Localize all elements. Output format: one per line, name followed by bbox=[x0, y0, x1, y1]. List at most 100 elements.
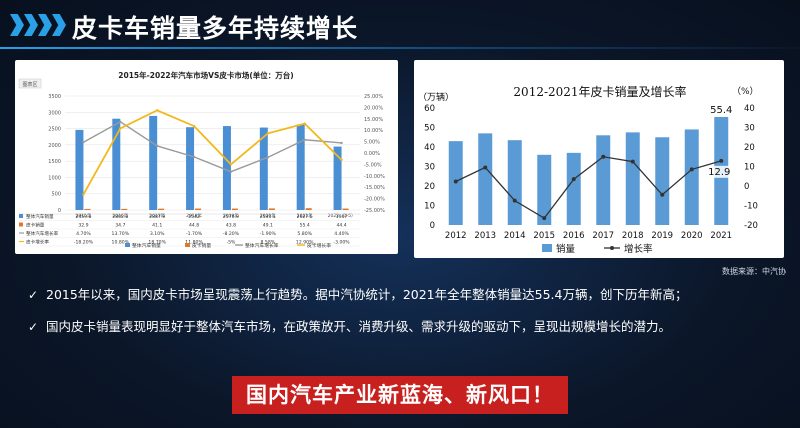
bar-pickup-sales bbox=[342, 208, 349, 210]
table-row-label: 皮卡销量 bbox=[26, 222, 45, 229]
legend-label: 销量 bbox=[556, 243, 576, 255]
y-right-tick-label: 5.00% bbox=[364, 140, 380, 146]
bar-pickup-sales bbox=[158, 208, 165, 210]
line-point bbox=[571, 177, 576, 182]
line-point bbox=[483, 165, 488, 170]
y-left-tick-label: 50 bbox=[424, 124, 435, 134]
table-cell: -1.70% bbox=[186, 231, 203, 237]
bar-pickup-sales bbox=[507, 140, 522, 225]
line-point bbox=[630, 159, 635, 164]
x-tick-label: 2021年 bbox=[297, 212, 313, 219]
line-point bbox=[512, 198, 517, 203]
y-left-tick-label: 2500 bbox=[48, 127, 61, 133]
y-right-tick-label: 0.00% bbox=[364, 151, 380, 157]
table-cell: 41.1 bbox=[152, 223, 162, 229]
bar-car-sales bbox=[75, 129, 84, 210]
table-cell: 4.70% bbox=[76, 231, 91, 237]
line-point bbox=[719, 158, 724, 163]
line-point bbox=[689, 167, 694, 172]
y-left-tick-label: 0 bbox=[430, 221, 435, 231]
table-cell: 10.80% bbox=[112, 240, 130, 246]
table-cell: 2459.8 bbox=[75, 214, 91, 220]
title-underline bbox=[0, 47, 800, 49]
bar-car-sales bbox=[222, 126, 231, 210]
table-cell: 49.1 bbox=[263, 223, 273, 229]
y-right-tick-label: 20.00% bbox=[364, 105, 383, 111]
table-cell: 2542 bbox=[188, 214, 200, 220]
bar-car-sales bbox=[296, 124, 305, 210]
x-tick-label: 2015 bbox=[533, 231, 555, 241]
table-cell: 44.8 bbox=[189, 223, 199, 229]
bar-car-sales bbox=[149, 115, 158, 210]
table-cell: -8.20% bbox=[223, 231, 240, 237]
table-cell: 13.70% bbox=[112, 231, 130, 237]
bar-car-sales bbox=[259, 127, 268, 210]
line-point bbox=[303, 138, 306, 141]
table-row-label: 整体汽车销量 bbox=[26, 213, 54, 220]
bar-pickup-sales bbox=[121, 208, 128, 210]
table-cell: 43.8 bbox=[226, 223, 236, 229]
y-right-tick-label: 0 bbox=[744, 182, 749, 192]
line-point bbox=[601, 154, 606, 159]
y-right-tick-label: 15.00% bbox=[364, 117, 383, 123]
line-point bbox=[82, 141, 85, 144]
y-left-tick-label: 1000 bbox=[48, 175, 61, 181]
line-point bbox=[453, 179, 458, 184]
legend-swatch bbox=[610, 246, 614, 250]
bar-pickup-sales bbox=[655, 137, 670, 225]
table-cell: -18.20% bbox=[74, 240, 94, 246]
bar-pickup-sales bbox=[566, 152, 581, 225]
table-cell: 5.80% bbox=[297, 231, 312, 237]
chevron-icon bbox=[10, 14, 24, 36]
line-pickup-growth bbox=[82, 109, 343, 195]
line-point bbox=[340, 158, 343, 162]
line-point bbox=[266, 132, 270, 135]
line-pickup-growth bbox=[455, 156, 722, 220]
table-cell: 11.80% bbox=[185, 240, 203, 246]
table-cell: 55.4 bbox=[300, 223, 310, 229]
line-point bbox=[155, 109, 159, 112]
x-tick-label: 2016 bbox=[563, 231, 585, 241]
y-right-tick-label: -25.00% bbox=[364, 208, 385, 214]
legend-label: 整体汽车增长率 bbox=[245, 242, 279, 249]
y-left-tick-label: 1500 bbox=[48, 159, 61, 165]
x-tick-label: 2018 bbox=[622, 231, 644, 241]
legend-swatch bbox=[125, 243, 130, 247]
x-tick-label: 2020 bbox=[681, 231, 703, 241]
chevron-icon bbox=[38, 14, 52, 36]
bar-pickup-sales bbox=[537, 154, 552, 225]
bar-car-sales bbox=[186, 127, 195, 210]
bar-pickup-sales bbox=[231, 208, 238, 210]
line-point bbox=[192, 155, 196, 159]
table-cell: 12.90% bbox=[296, 240, 314, 246]
bullet-text: 2015年以来，国内皮卡市场呈现震荡上行趋势。据中汽协统计，2021年全年整体销… bbox=[46, 287, 688, 302]
bullet-text: 国内皮卡销量表现明显好于整体汽车市场，在政策放开、消费升级、需求升级的驱动下，呈… bbox=[46, 319, 672, 334]
legend-swatch bbox=[185, 243, 190, 247]
chevron-icon bbox=[24, 14, 38, 36]
bar-pickup-sales bbox=[684, 129, 699, 225]
line-point bbox=[660, 192, 665, 197]
page-title: 皮卡车销量多年持续增长 bbox=[72, 14, 359, 43]
chart-area-tag-box bbox=[18, 78, 42, 89]
legend-label: 皮卡销量 bbox=[192, 242, 211, 249]
y-right-tick-label: -10 bbox=[744, 202, 758, 212]
y-right-axis-label: （%） bbox=[732, 86, 759, 97]
y-right-tick-label: 20 bbox=[744, 143, 755, 153]
legend-label: 整体汽车销量 bbox=[132, 242, 161, 249]
y-left-tick-label: 20 bbox=[424, 182, 435, 192]
chart-left-panel: 2015年-2022年汽车市场VS皮卡市场(单位：万台) 图表区 0 500 1000 1… bbox=[15, 60, 398, 254]
y-right-tick-label: 40 bbox=[744, 104, 755, 114]
check-icon: ✓ bbox=[28, 320, 39, 334]
bar-pickup-sales bbox=[305, 208, 312, 210]
bullet-item: ✓ 2015年以来，国内皮卡市场呈现震荡上行趋势。据中汽协统计，2021年全年整… bbox=[28, 286, 788, 304]
chart-area-tag: 图表区 bbox=[22, 81, 37, 88]
line-point bbox=[340, 141, 343, 145]
chart-right-panel: 2012-2021年皮卡销量及增长率 （万辆） （%） 0 10 20 30 40 50 60 -2… bbox=[414, 60, 784, 258]
table-legend-swatch bbox=[19, 222, 23, 227]
y-right-tick-label: 10.00% bbox=[364, 128, 383, 134]
line-point bbox=[82, 193, 85, 196]
bar-pickup-sales bbox=[195, 208, 202, 210]
x-tick-label: 2020年 bbox=[260, 212, 276, 219]
bar-data-label: 55.4 bbox=[710, 105, 732, 116]
table-cell: -1.90% bbox=[260, 231, 277, 237]
